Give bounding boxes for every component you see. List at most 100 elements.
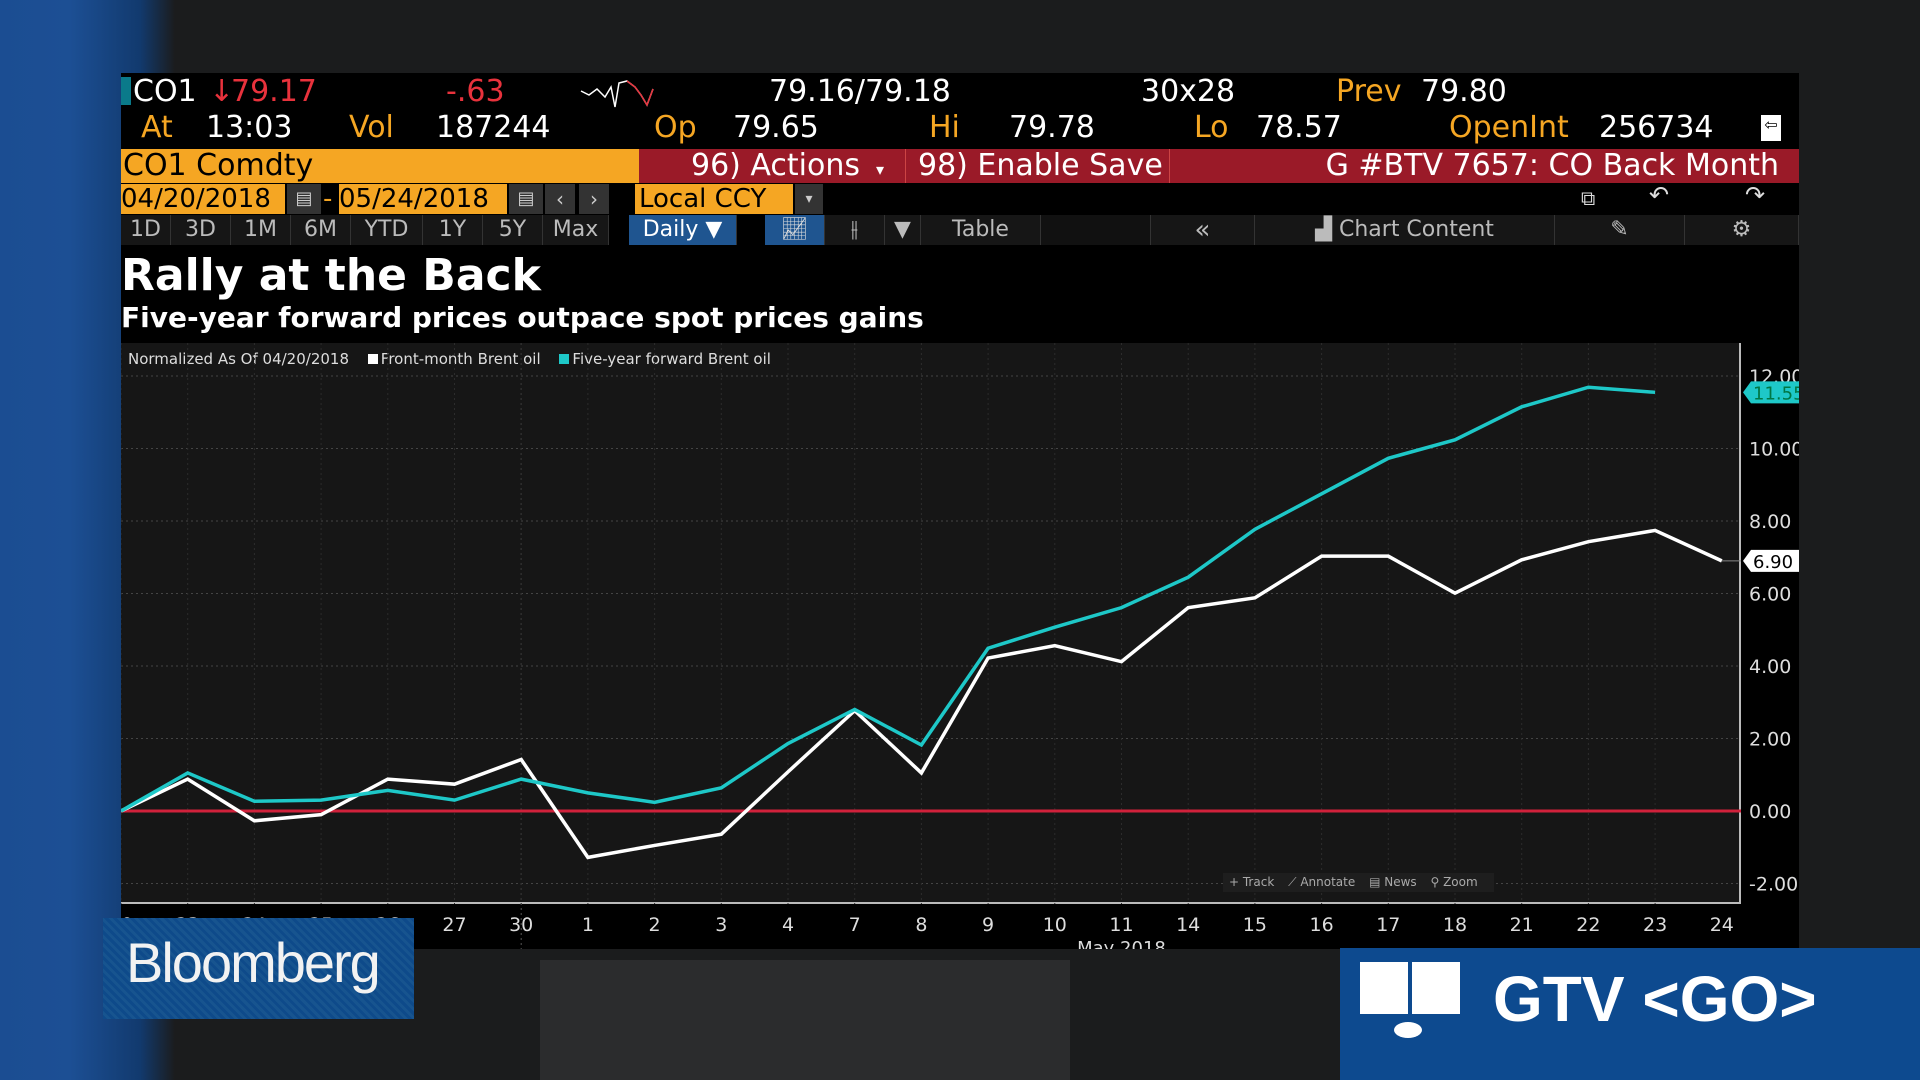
table-button[interactable]: Table (921, 215, 1041, 245)
x-tick-label: 23 (1643, 914, 1667, 936)
five-year-forward-line (121, 385, 1656, 813)
down-arrow-icon: ↓ (209, 74, 235, 109)
currency-dropdown-icon[interactable]: ▾ (795, 184, 823, 214)
period-max[interactable]: Max (543, 215, 609, 245)
last-value-tag (1743, 549, 1799, 572)
open-value: 79.65 (733, 110, 819, 145)
x-tick-label: 22 (1576, 914, 1600, 936)
news-button[interactable]: ▤ News (1369, 875, 1417, 889)
bloomberg-logo: Bloomberg (103, 918, 414, 1019)
normalization-note: Normalized As Of 04/20/2018 (128, 350, 349, 368)
chart-title: Rally at the Back (121, 250, 541, 301)
redo-icon[interactable]: ↷ (1745, 181, 1766, 209)
low-value: 78.57 (1256, 110, 1342, 145)
end-date-input[interactable]: 05/24/2018 (339, 184, 507, 214)
line-chart: 12.0010.008.006.004.002.000.00-2.0020232… (121, 343, 1799, 949)
track-button[interactable]: + Track (1229, 875, 1275, 889)
last-value-label: 11.55 (1753, 383, 1799, 404)
x-tick-label: 1 (582, 914, 594, 936)
x-tick-label: 30 (509, 914, 533, 936)
x-tick-label: 18 (1443, 914, 1467, 936)
low-label: Lo (1194, 110, 1229, 145)
zoom-button[interactable]: ⚲ Zoom (1430, 875, 1478, 889)
chart-content-button[interactable]: ▟ Chart Content (1255, 215, 1555, 245)
calendar-icon[interactable]: ▤ (509, 184, 543, 214)
x-tick-label: 8 (915, 914, 927, 936)
gtv-command: GTV <GO> (1493, 963, 1817, 1035)
y-tick-label: 10.00 (1749, 439, 1799, 461)
time: 13:03 (206, 110, 293, 145)
prev-label: Prev (1336, 74, 1402, 109)
x-tick-label: 11 (1109, 914, 1133, 936)
export-icon[interactable]: ⇦ (1761, 115, 1781, 141)
front-month-line (121, 528, 1723, 860)
start-date-input[interactable]: 04/20/2018 (121, 184, 285, 214)
bar-type-icon[interactable]: ⫲ (825, 215, 885, 245)
open-label: Op (654, 110, 697, 145)
chart-name: G #BTV 7657: CO Back Month (1169, 149, 1799, 183)
chart-content-icon: ▟ (1315, 217, 1339, 242)
y-tick-label: 6.00 (1749, 584, 1791, 606)
x-tick-label: 27 (442, 914, 466, 936)
y-tick-label: 4.00 (1749, 656, 1791, 678)
period-5y[interactable]: 5Y (483, 215, 543, 245)
screen-icon[interactable]: ⧉ (1581, 186, 1596, 210)
chart-subtitle: Five-year forward prices outpace spot pr… (121, 301, 924, 334)
period-3d[interactable]: 3D (171, 215, 231, 245)
y-tick-label: 2.00 (1749, 729, 1791, 751)
gtv-banner: GTV <GO> (1340, 948, 1920, 1080)
date-separator: - (323, 184, 333, 214)
x-tick-label: 24 (1710, 914, 1734, 936)
high-value: 79.78 (1009, 110, 1095, 145)
edit-icon[interactable]: ✎ (1555, 215, 1685, 245)
y-tick-label: 8.00 (1749, 511, 1791, 533)
security-field[interactable]: CO1 Comdty (121, 149, 639, 183)
chart-type-dropdown-icon[interactable]: ▼ (885, 215, 921, 245)
background-block (540, 960, 1070, 1080)
chart-tools: + Track ⟋ Annotate ▤ News ⚲ Zoom (1223, 873, 1494, 892)
ticker-marker (121, 77, 131, 105)
monitor-icon (1360, 962, 1460, 1038)
prev-period-button[interactable]: ‹ (545, 184, 575, 214)
collapse-button[interactable]: « (1151, 215, 1255, 245)
ticker: CO1 (133, 74, 197, 109)
period-ytd[interactable]: YTD (351, 215, 423, 245)
high-label: Hi (929, 110, 960, 145)
bid-ask: 79.16/79.18 (769, 74, 951, 109)
vol-label: Vol (349, 110, 394, 145)
last-price: 79.17 (231, 74, 317, 109)
period-1m[interactable]: 1M (231, 215, 291, 245)
period-1y[interactable]: 1Y (423, 215, 483, 245)
line-chart-icon[interactable]: 📈︎ (765, 215, 825, 245)
settings-gear-icon[interactable]: ⚙ (1685, 215, 1799, 245)
at-label: At (141, 110, 173, 145)
currency-select[interactable]: Local CCY (635, 184, 793, 214)
open-interest-value: 256734 (1599, 110, 1714, 145)
undo-icon[interactable]: ↶ (1649, 181, 1670, 209)
period-6m[interactable]: 6M (291, 215, 351, 245)
period-1d[interactable]: 1D (121, 215, 171, 245)
x-tick-label: 4 (782, 914, 794, 936)
annotate-button[interactable]: ⟋ Annotate (1288, 875, 1356, 889)
y-tick-label: 0.00 (1749, 801, 1791, 823)
next-period-button[interactable]: › (579, 184, 609, 214)
enable-save-button[interactable]: 98) Enable Save (905, 149, 1169, 183)
chart-content-label: Chart Content (1338, 217, 1494, 242)
x-tick-label: 21 (1510, 914, 1534, 936)
dropdown-icon: ▾ (876, 160, 885, 179)
actions-label: 96) Actions (691, 148, 860, 183)
x-tick-label: 14 (1176, 914, 1200, 936)
x-tick-label: 15 (1243, 914, 1267, 936)
x-tick-label: 10 (1043, 914, 1067, 936)
x-tick-label: 3 (715, 914, 727, 936)
last-value-label: 6.90 (1753, 552, 1793, 573)
sparkline-icon (580, 80, 654, 108)
frequency-select[interactable]: Daily ▼ (629, 215, 737, 245)
volume: 187244 (436, 110, 551, 145)
x-tick-label: 16 (1310, 914, 1334, 936)
x-tick-label: 9 (982, 914, 994, 936)
bloomberg-terminal: CO1 ↓ 79.17 -.63 79.16/79.18 30x28 Prev … (121, 73, 1799, 949)
legend-front-month[interactable]: Front-month Brent oil (367, 350, 541, 368)
x-axis-label: May 2018 (1077, 938, 1166, 949)
calendar-icon[interactable]: ▤ (287, 184, 321, 214)
